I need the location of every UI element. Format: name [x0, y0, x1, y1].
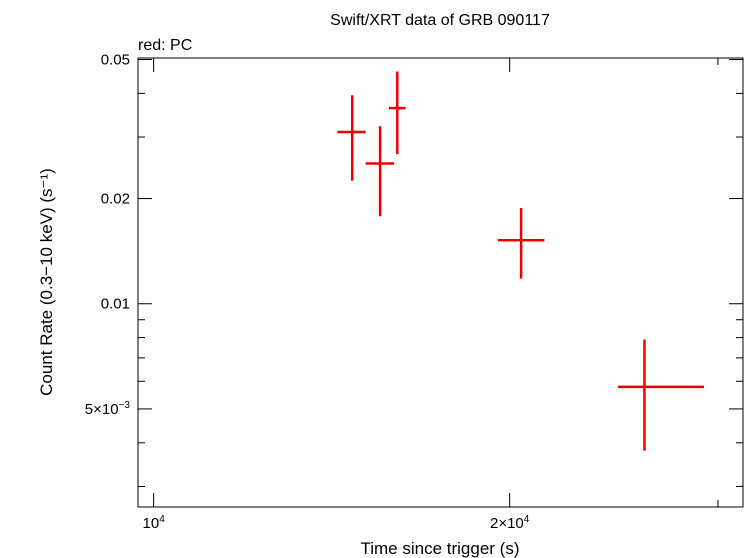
y-tick-label: 5×10−3 [85, 400, 131, 418]
x-tick-label: 104 [143, 514, 166, 532]
chart-title: Swift/XRT data of GRB 090117 [330, 12, 550, 29]
data-point [388, 71, 406, 155]
data-point [337, 95, 366, 181]
axis-tick-labels: 0.05 0.02 0.01 5×10−3 104 2×104 [85, 52, 530, 532]
data-point [497, 207, 545, 279]
y-tick-label: 0.05 [101, 52, 130, 69]
y-tick-label: 0.01 [101, 296, 130, 313]
x-axis-label: Time since trigger (s) [360, 539, 519, 558]
x-tick-label: 2×104 [490, 514, 530, 532]
data-point [365, 126, 395, 217]
data-point [618, 339, 705, 451]
chart-subtitle: red: PC [138, 37, 192, 54]
y-tick-label: 0.02 [101, 191, 130, 208]
data-points [337, 71, 705, 451]
plot-frame [137, 57, 744, 508]
axis-ticks [138, 58, 743, 507]
y-axis-label: Count Rate (0.3−10 keV) (s⁻¹) [37, 168, 56, 396]
